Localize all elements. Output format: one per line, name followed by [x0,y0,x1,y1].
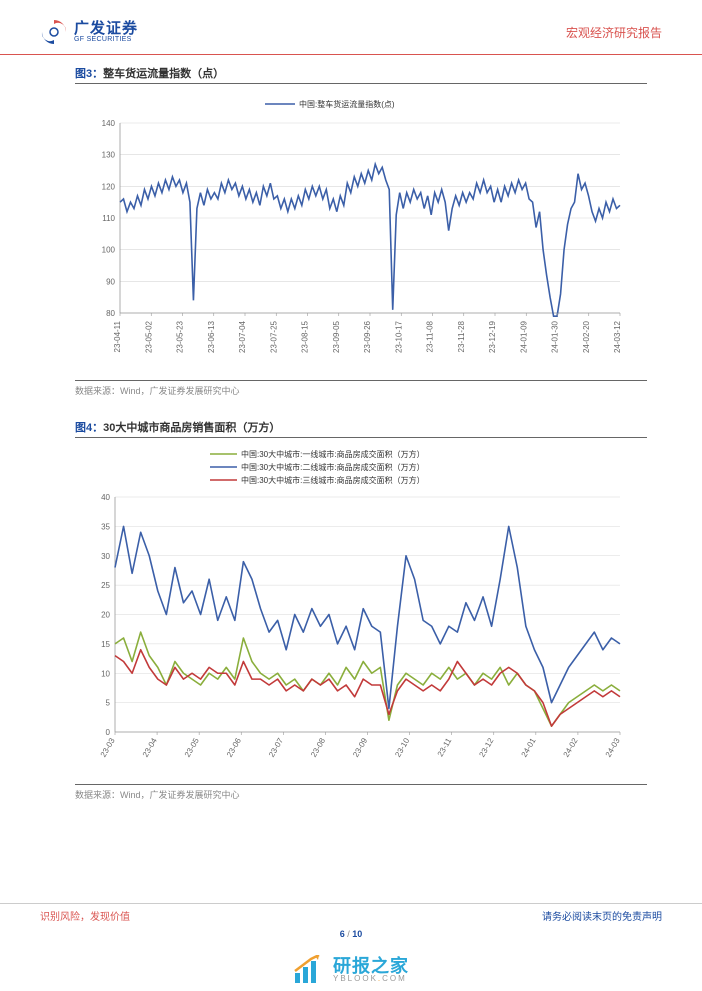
svg-text:0: 0 [106,728,111,737]
svg-text:110: 110 [102,214,115,223]
svg-text:23-05-23: 23-05-23 [176,320,185,353]
svg-text:24-03: 24-03 [604,736,622,759]
svg-text:中国:30大中城市:一线城市:商品房成交面积（万方）: 中国:30大中城市:一线城市:商品房成交面积（万方） [241,449,425,459]
footer-right: 请务必阅读末页的免责声明 [542,908,662,923]
logo-cn: 广发证券 [74,21,138,36]
footer-left: 识别风险，发现价值 [40,908,130,923]
chart4-title-prefix: 图4： [75,422,103,434]
watermark-icon [293,955,327,985]
chart3-svg: 中国:整车货运流量指数(点) 80 90 100 110 120 130 140 23-04-1… [75,88,635,373]
chart3-title-prefix: 图3： [75,68,103,80]
page: 广发证券 GF SECURITIES 宏观经济研究报告 图3：整车货运流量指数（… [0,0,702,991]
svg-text:23-11-08: 23-11-08 [426,320,435,352]
logo-text: 广发证券 GF SECURITIES [74,21,138,43]
svg-text:23-10-17: 23-10-17 [394,320,403,353]
svg-text:23-09: 23-09 [351,736,369,759]
svg-text:140: 140 [102,119,116,128]
svg-text:23-04-11: 23-04-11 [113,320,122,352]
chart3-area: 中国:整车货运流量指数(点) 80 90 100 110 120 130 140 23-04-1… [75,88,647,378]
svg-text:15: 15 [101,640,110,649]
svg-text:23-06: 23-06 [225,736,243,759]
svg-text:20: 20 [101,611,110,620]
svg-text:24-03-12: 24-03-12 [613,320,622,353]
svg-text:120: 120 [102,182,116,191]
svg-text:23-03: 23-03 [99,736,117,759]
chart4-area: 中国:30大中城市:一线城市:商品房成交面积（万方） 中国:30大中城市:二线城市… [75,442,647,782]
svg-text:23-09-26: 23-09-26 [363,320,372,353]
svg-text:23-08: 23-08 [309,736,327,759]
svg-text:24-02-20: 24-02-20 [582,320,591,353]
header-right: 宏观经济研究报告 [566,24,662,41]
svg-text:30: 30 [101,552,110,561]
chart4-block: 图4：30大中城市商品房销售面积（万方） 中国:30大中城市:一线城市:商品房成… [75,419,647,801]
svg-text:23-11-28: 23-11-28 [457,320,466,352]
page-slash: / [345,929,353,939]
watermark-text: 研报之家 YBLOOK.COM [333,957,409,983]
chart4-title-text: 30大中城市商品房销售面积（万方） [103,422,280,434]
svg-text:24-01-09: 24-01-09 [519,320,528,353]
svg-text:24-01-30: 24-01-30 [551,320,560,353]
chart3-source: 数据来源：Wind，广发证券发展研究中心 [75,380,647,397]
svg-text:5: 5 [106,699,111,708]
svg-text:23-07: 23-07 [267,736,285,759]
svg-text:35: 35 [101,522,110,531]
watermark: 研报之家 YBLOOK.COM [293,955,409,985]
svg-text:23-10: 23-10 [393,736,411,759]
svg-text:23-12-19: 23-12-19 [488,320,497,353]
svg-text:23-07-25: 23-07-25 [269,320,278,353]
chart4-source: 数据来源：Wind，广发证券发展研究中心 [75,784,647,801]
footer: 识别风险，发现价值 请务必阅读末页的免责声明 [0,903,702,923]
logo-icon [40,18,68,46]
logo-en: GF SECURITIES [74,36,138,43]
logo: 广发证券 GF SECURITIES [40,18,138,46]
svg-text:中国:30大中城市:二线城市:商品房成交面积（万方）: 中国:30大中城市:二线城市:商品房成交面积（万方） [241,462,425,472]
svg-text:23-09-05: 23-09-05 [332,320,341,353]
svg-text:23-12: 23-12 [477,736,495,759]
chart3-title-text: 整车货运流量指数（点） [103,68,224,80]
svg-text:80: 80 [106,309,115,318]
header: 广发证券 GF SECURITIES 宏观经济研究报告 [0,0,702,55]
chart4-svg: 中国:30大中城市:一线城市:商品房成交面积（万方） 中国:30大中城市:二线城市… [75,442,635,777]
svg-text:24-01: 24-01 [520,736,538,759]
svg-text:23-07-04: 23-07-04 [238,320,247,353]
svg-text:中国:30大中城市:三线城市:商品房成交面积（万方）: 中国:30大中城市:三线城市:商品房成交面积（万方） [241,475,425,485]
svg-text:130: 130 [102,151,116,160]
svg-text:23-06-13: 23-06-13 [207,320,216,353]
svg-text:23-05: 23-05 [183,736,201,759]
svg-text:23-04: 23-04 [141,736,159,759]
chart3-block: 图3：整车货运流量指数（点） 中国:整车货运流量指数(点) 80 90 100 110 1… [75,65,647,397]
svg-text:中国:整车货运流量指数(点): 中国:整车货运流量指数(点) [299,99,395,109]
page-number: 6 / 10 [340,929,363,939]
svg-text:24-02: 24-02 [562,736,580,759]
svg-text:23-08-15: 23-08-15 [301,320,310,353]
svg-text:40: 40 [101,493,110,502]
watermark-cn: 研报之家 [333,957,409,975]
page-total: 10 [352,929,362,939]
svg-text:23-05-02: 23-05-02 [144,320,153,353]
svg-text:100: 100 [102,246,116,255]
chart4-title: 图4：30大中城市商品房销售面积（万方） [75,419,647,438]
chart3-title: 图3：整车货运流量指数（点） [75,65,647,84]
svg-text:90: 90 [106,277,115,286]
content: 图3：整车货运流量指数（点） 中国:整车货运流量指数(点)80901001101… [0,55,702,801]
svg-text:10: 10 [101,669,110,678]
watermark-en: YBLOOK.COM [333,975,409,983]
svg-text:23-11: 23-11 [436,736,454,758]
svg-text:25: 25 [101,581,110,590]
